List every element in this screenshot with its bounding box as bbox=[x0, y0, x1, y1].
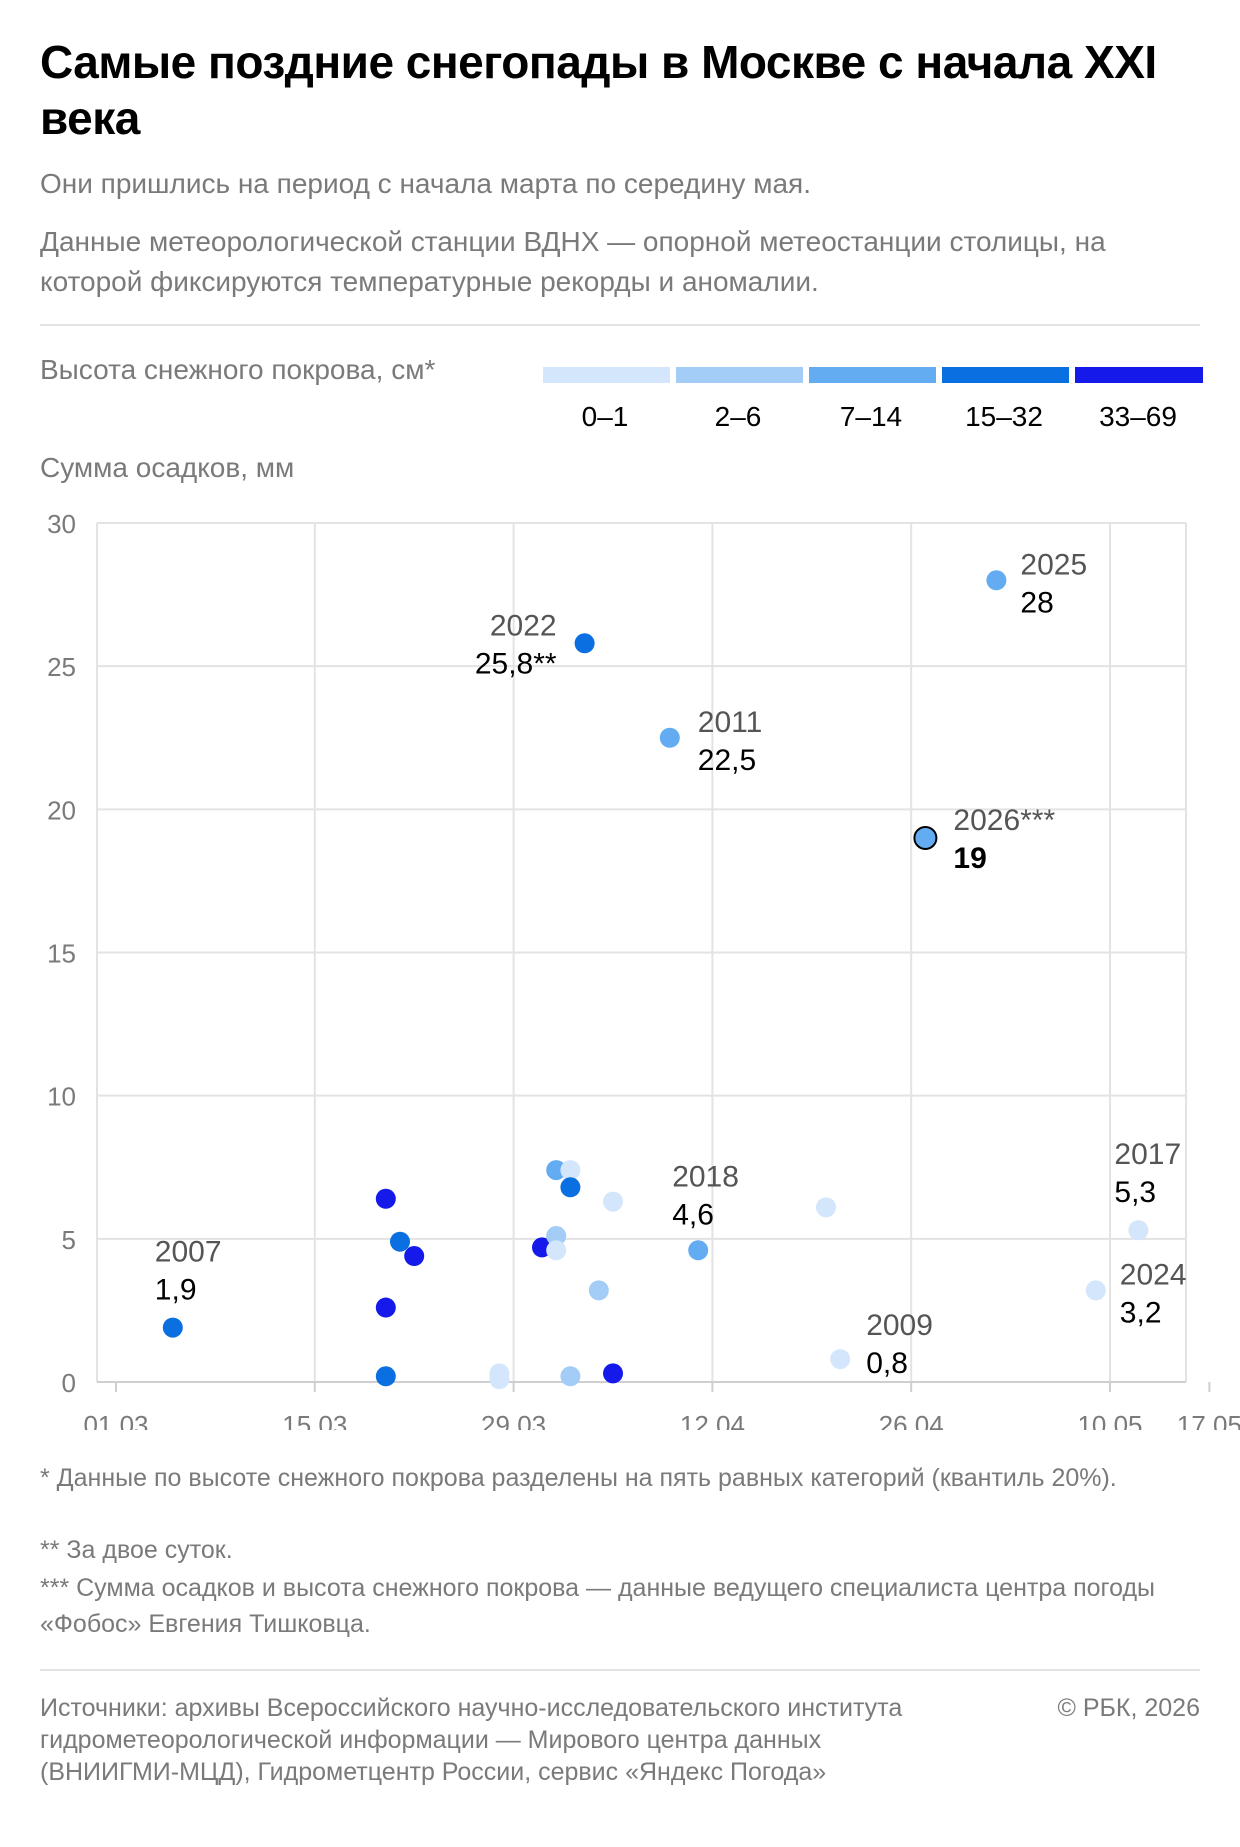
y-tick-label: 10 bbox=[47, 1082, 76, 1112]
value-label-2009: 0,8 bbox=[866, 1347, 908, 1380]
legend-label-7-14: 7–14 bbox=[839, 401, 903, 432]
data-point bbox=[560, 1366, 581, 1387]
x-tick-label: 29.03 bbox=[481, 1410, 546, 1430]
x-tick-label: 12.04 bbox=[680, 1410, 745, 1430]
data-point-2026 bbox=[913, 825, 938, 850]
page-title: Самые поздние снегопады в Москве с начал… bbox=[40, 36, 1157, 144]
value-label-2024: 3,2 bbox=[1120, 1296, 1162, 1329]
data-point bbox=[816, 1197, 836, 1218]
subtitle: Они пришлись на период с начала марта по… bbox=[40, 168, 811, 199]
x-tick-label: 10.05 bbox=[1077, 1410, 1142, 1430]
data-point-2017 bbox=[1128, 1220, 1149, 1241]
year-label-2025: 2025 bbox=[1020, 548, 1087, 581]
legend-swatch-33-69 bbox=[1075, 367, 1203, 383]
legend-swatch-0-1 bbox=[543, 367, 670, 383]
data-point-2011 bbox=[659, 727, 680, 748]
data-point bbox=[390, 1231, 410, 1252]
legend-title: Высота снежного покрова, см* bbox=[40, 354, 436, 385]
x-tick-label: 17.05 bbox=[1177, 1410, 1240, 1430]
data-point bbox=[603, 1363, 623, 1384]
year-label-2024: 2024 bbox=[1120, 1258, 1187, 1291]
x-tick-label: 26.04 bbox=[879, 1410, 944, 1430]
legend-swatch-7-14 bbox=[809, 367, 936, 383]
source-note: Источники: архивы Всероссийского научно-… bbox=[40, 1694, 903, 1786]
y-tick-label: 0 bbox=[62, 1368, 76, 1398]
data-point bbox=[375, 1297, 396, 1318]
legend-swatch-2-6 bbox=[676, 367, 803, 383]
footnote-1: * Данные по высоте снежного покрова разд… bbox=[40, 1464, 1117, 1492]
data-point bbox=[375, 1366, 396, 1387]
year-label-2011: 2011 bbox=[698, 706, 763, 739]
year-label-2017: 2017 bbox=[1114, 1138, 1181, 1171]
y-tick-label: 5 bbox=[62, 1225, 76, 1255]
data-point-2007 bbox=[162, 1317, 183, 1338]
year-label-2009: 2009 bbox=[866, 1309, 933, 1342]
legend-label-0-1: 0–1 bbox=[581, 401, 629, 432]
legend-label-2-6: 2–6 bbox=[714, 401, 762, 432]
year-label-2022: 2022 bbox=[490, 609, 557, 642]
value-label-2025: 28 bbox=[1020, 586, 1053, 619]
data-point-2009 bbox=[830, 1349, 851, 1370]
copyright: © РБК, 2026 bbox=[1057, 1694, 1200, 1722]
data-point bbox=[560, 1160, 581, 1181]
data-point bbox=[560, 1177, 581, 1198]
value-label-2026: 19 bbox=[953, 842, 986, 875]
description: Данные метеорологической станции ВДНХ — … bbox=[40, 226, 1106, 297]
data-point bbox=[546, 1160, 567, 1181]
bottom-divider bbox=[40, 1669, 1200, 1671]
legend-label-33-69: 33–69 bbox=[1099, 401, 1177, 432]
y-tick-label: 20 bbox=[47, 795, 76, 825]
data-point bbox=[404, 1246, 425, 1267]
y-tick-label: 15 bbox=[47, 939, 76, 969]
legend-swatch-15-32 bbox=[942, 367, 1069, 383]
data-point-2024 bbox=[1085, 1280, 1106, 1301]
year-label-2007: 2007 bbox=[155, 1236, 222, 1269]
x-tick-label: 15.03 bbox=[282, 1410, 347, 1430]
value-label-2007: 1,9 bbox=[155, 1274, 197, 1307]
value-label-2011: 22,5 bbox=[698, 744, 756, 777]
x-tick-label: 01.03 bbox=[83, 1410, 148, 1430]
value-label-2017: 5,3 bbox=[1114, 1176, 1156, 1209]
data-point bbox=[588, 1280, 609, 1301]
data-point bbox=[546, 1240, 567, 1261]
data-point-2025 bbox=[986, 570, 1007, 591]
y-tick-label: 30 bbox=[47, 509, 76, 539]
footnote-3: *** Сумма осадков и высота снежного покр… bbox=[40, 1574, 1156, 1638]
data-point-2018 bbox=[688, 1240, 709, 1261]
data-point bbox=[489, 1369, 510, 1390]
data-point bbox=[546, 1225, 567, 1246]
value-label-2018: 4,6 bbox=[672, 1198, 714, 1231]
year-label-2026: 2026*** bbox=[953, 804, 1055, 837]
value-label-2022: 25,8** bbox=[475, 647, 557, 680]
legend-label-15-32: 15–32 bbox=[965, 401, 1043, 432]
year-label-2018: 2018 bbox=[672, 1160, 739, 1193]
y-axis-title: Сумма осадков, мм bbox=[40, 452, 295, 483]
y-tick-label: 25 bbox=[47, 652, 76, 682]
data-point bbox=[603, 1191, 623, 1212]
data-point bbox=[375, 1188, 396, 1209]
footnote-2: ** За двое суток. bbox=[40, 1536, 233, 1564]
data-point-2022 bbox=[574, 633, 595, 654]
top-divider bbox=[40, 324, 1200, 326]
